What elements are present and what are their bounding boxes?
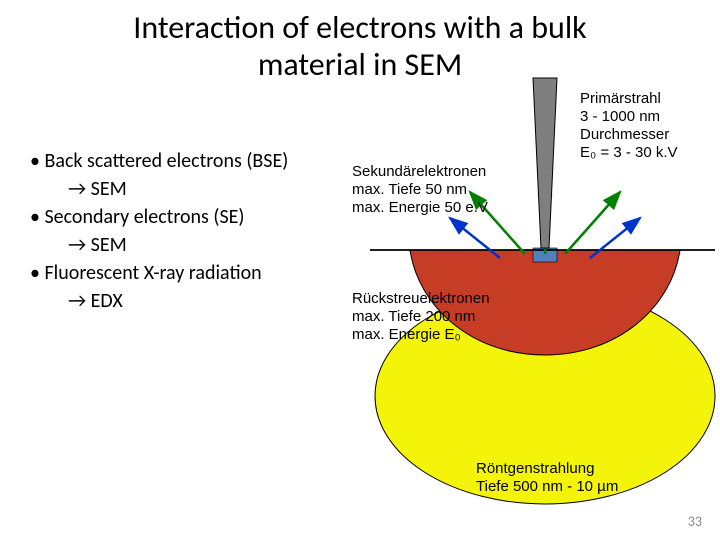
bullet-bse: Back scattered electrons (BSE) — [30, 148, 350, 174]
annot-primary-beam: Primärstrahl 3 - 1000 nm Durchmesser E₀ … — [580, 90, 678, 162]
annot-secondary-electrons: Sekundärelektronen max. Tiefe 50 nm max.… — [352, 163, 488, 217]
bullet-se: Secondary electrons (SE) — [30, 204, 350, 230]
bullet-se-sub: → SEM — [30, 232, 350, 258]
bullet-list: Back scattered electrons (BSE) → SEM Sec… — [30, 148, 350, 316]
annot-bse: Rückstreuelektronen max. Tiefe 200 nm ma… — [352, 290, 490, 344]
bullet-xray-sub: → EDX — [30, 288, 350, 314]
bullet-xray: Fluorescent X-ray radiation — [30, 260, 350, 286]
bullet-bse-sub: → SEM — [30, 176, 350, 202]
title-line-1: Interaction of electrons with a bulk — [133, 8, 586, 47]
annot-xray: Röntgenstrahlung Tiefe 500 nm - 10 µm — [476, 460, 618, 496]
page-number: 33 — [688, 513, 702, 530]
